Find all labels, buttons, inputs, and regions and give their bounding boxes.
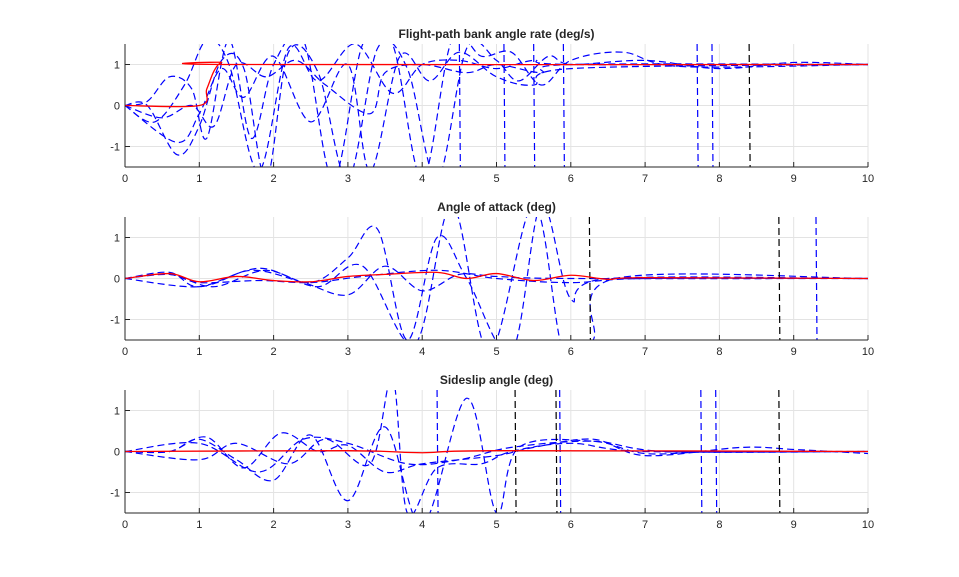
y-tick-label: 1: [114, 233, 120, 245]
response-line: [125, 44, 868, 167]
x-tick-label: 6: [568, 346, 574, 358]
x-tick-label: 5: [493, 346, 499, 358]
divergent-response-line: [559, 390, 562, 513]
response-line: [125, 59, 868, 128]
y-tick-label: 1: [114, 60, 120, 72]
x-tick-label: 7: [642, 519, 648, 531]
x-tick-label: 2: [271, 519, 277, 531]
x-tick-label: 0: [122, 519, 128, 531]
x-tick-label: 5: [493, 173, 499, 185]
x-tick-label: 3: [345, 519, 351, 531]
x-tick-label: 2: [271, 173, 277, 185]
x-tick-label: 0: [122, 346, 128, 358]
subplot-title: Angle of attack (deg): [437, 200, 556, 214]
x-tick-label: 9: [791, 346, 797, 358]
x-tick-label: 10: [862, 519, 874, 531]
x-tick-label: 4: [419, 173, 425, 185]
y-tick-label: -1: [110, 315, 120, 327]
response-line: [125, 51, 868, 167]
response-line: [125, 217, 868, 340]
x-tick-label: 4: [419, 519, 425, 531]
y-tick-label: -1: [110, 142, 120, 154]
x-tick-label: 3: [345, 173, 351, 185]
x-tick-label: 1: [196, 173, 202, 185]
divergent-response-line: [711, 44, 714, 167]
divergent-response-line: [748, 44, 751, 167]
x-tick-label: 8: [716, 519, 722, 531]
x-tick-label: 0: [122, 173, 128, 185]
divergent-response-line: [588, 217, 591, 340]
divergent-response-line: [533, 44, 536, 167]
y-tick-label: 0: [114, 447, 120, 459]
x-tick-label: 5: [493, 519, 499, 531]
plot-area: [125, 44, 868, 167]
y-tick-label: 1: [114, 406, 120, 418]
x-tick-label: 2: [271, 346, 277, 358]
divergent-response-line: [696, 44, 699, 167]
x-tick-label: 1: [196, 346, 202, 358]
x-tick-label: 6: [568, 173, 574, 185]
x-tick-label: 6: [568, 519, 574, 531]
x-tick-label: 8: [716, 173, 722, 185]
x-tick-label: 9: [791, 173, 797, 185]
x-tick-label: 7: [642, 173, 648, 185]
x-tick-label: 1: [196, 519, 202, 531]
divergent-response-line: [555, 390, 558, 513]
divergent-response-line: [514, 390, 517, 513]
response-line: [125, 44, 868, 167]
y-tick-label: 0: [114, 274, 120, 286]
response-line: [125, 265, 868, 296]
y-tick-label: -1: [110, 488, 120, 500]
divergent-response-line: [503, 44, 506, 167]
plot-area: [125, 217, 868, 340]
reference-line: [125, 449, 868, 454]
x-tick-label: 7: [642, 346, 648, 358]
response-line: [125, 390, 868, 513]
response-line: [125, 436, 868, 473]
x-tick-label: 4: [419, 346, 425, 358]
reference-line: [125, 61, 868, 108]
subplot-title: Sideslip angle (deg): [440, 373, 553, 387]
divergent-response-line: [562, 44, 565, 167]
response-line: [125, 44, 868, 167]
subplot-title: Flight-path bank angle rate (deg/s): [398, 27, 594, 41]
x-tick-label: 10: [862, 173, 874, 185]
response-line: [125, 217, 868, 340]
x-tick-label: 9: [791, 519, 797, 531]
y-tick-label: 0: [114, 101, 120, 113]
plot-area: [125, 390, 868, 513]
reference-line: [125, 271, 868, 283]
x-tick-label: 3: [345, 346, 351, 358]
divergent-response-line: [458, 44, 461, 167]
x-tick-label: 10: [862, 346, 874, 358]
x-tick-label: 8: [716, 346, 722, 358]
response-line: [125, 432, 868, 474]
